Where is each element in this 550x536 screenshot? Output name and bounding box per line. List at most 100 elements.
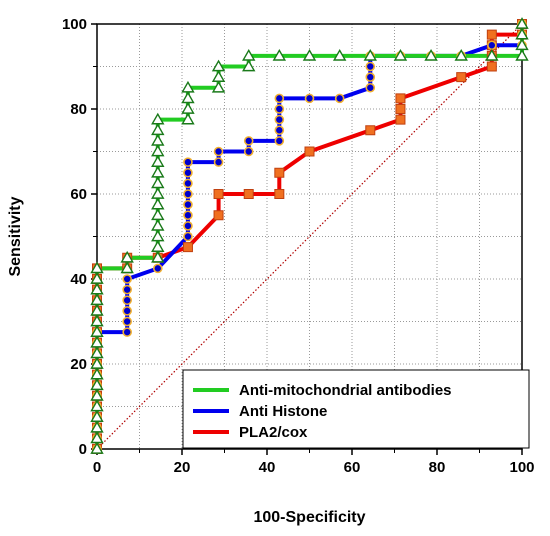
x-tick-label: 20 — [174, 459, 191, 476]
triangle-point — [151, 250, 165, 263]
circle-point — [213, 146, 224, 157]
triangle-point — [151, 165, 165, 178]
triangle-point — [90, 261, 104, 274]
circle-point — [122, 316, 132, 327]
circle-point — [274, 114, 285, 125]
triangle-point — [90, 293, 104, 306]
x-tick-label: 80 — [429, 459, 446, 476]
triangle-point — [90, 272, 104, 284]
circle-point — [243, 146, 254, 157]
triangle-point — [90, 410, 104, 422]
triangle-point — [90, 282, 104, 295]
square-point — [243, 189, 254, 199]
triangle-point — [211, 80, 226, 93]
legend-entry: Anti Histone — [239, 403, 327, 420]
circle-point — [365, 72, 376, 82]
triangle-point — [424, 48, 438, 61]
circle-point — [365, 82, 376, 93]
square-point — [486, 29, 497, 40]
y-tick-label: 60 — [70, 186, 87, 203]
square-point — [486, 61, 497, 72]
marker-group — [90, 17, 529, 454]
triangle-point — [302, 48, 317, 61]
triangle-point — [332, 48, 347, 61]
triangle-point — [90, 399, 104, 412]
triangle-point — [272, 48, 287, 61]
x-tick-label: 60 — [344, 459, 361, 476]
triangle-point — [151, 218, 165, 231]
circle-point — [487, 40, 497, 51]
circle-point — [122, 295, 132, 306]
square-point — [274, 189, 285, 199]
triangle-point — [90, 388, 104, 401]
circle-point — [183, 189, 193, 199]
triangle-point — [363, 48, 377, 61]
circle-point — [152, 263, 163, 274]
triangle-point — [211, 59, 226, 72]
triangle-point — [90, 314, 104, 327]
circle-point — [213, 157, 224, 167]
x-tick-label: 40 — [259, 459, 276, 476]
square-point — [395, 114, 406, 125]
triangle-point — [454, 48, 468, 61]
circle-point — [274, 104, 285, 114]
triangle-point — [242, 48, 256, 61]
triangle-point — [515, 38, 529, 51]
circle-point — [122, 306, 132, 316]
legend-box — [182, 369, 530, 449]
triangle-point — [242, 59, 256, 72]
circle-point — [274, 125, 285, 136]
square-point — [213, 210, 224, 221]
triangle-point — [181, 112, 195, 125]
legend-entry: PLA2/cox — [239, 424, 308, 441]
y-tick-label: 40 — [70, 271, 87, 288]
triangle-point — [181, 102, 195, 114]
circle-point — [334, 93, 345, 104]
reference-diagonal — [96, 23, 523, 450]
triangle-point — [181, 91, 195, 104]
triangle-point — [515, 17, 529, 29]
triangle-point — [151, 208, 165, 221]
triangle-point — [515, 27, 529, 40]
triangle-point — [151, 144, 165, 157]
circle-point — [122, 284, 132, 295]
triangle-point — [515, 48, 529, 61]
circle-point — [122, 274, 132, 284]
triangle-point — [485, 48, 499, 61]
triangle-point — [151, 229, 165, 242]
triangle-point — [90, 357, 104, 369]
triangle-point — [151, 176, 165, 189]
square-point — [274, 167, 285, 178]
triangle-point — [90, 325, 104, 337]
circle-point — [304, 93, 315, 104]
triangle-point — [90, 346, 104, 359]
square-point — [395, 93, 406, 104]
circle-point — [274, 136, 285, 146]
circle-point — [183, 210, 193, 221]
circle-point — [183, 178, 193, 189]
triangle-point — [120, 261, 134, 274]
triangle-point — [151, 123, 165, 136]
y-tick-label: 20 — [70, 356, 87, 373]
circle-point — [183, 157, 193, 167]
triangle-point — [90, 335, 104, 348]
y-tick-label: 0 — [79, 441, 87, 458]
triangle-point — [151, 240, 165, 252]
square-point — [304, 146, 315, 157]
triangle-point — [151, 187, 165, 199]
x-tick-label: 0 — [93, 459, 101, 476]
triangle-point — [90, 431, 104, 444]
triangle-point — [90, 378, 104, 391]
y-tick-label: 80 — [70, 101, 87, 118]
circle-point — [365, 61, 376, 72]
triangle-point — [151, 133, 165, 146]
triangle-point — [151, 112, 165, 125]
triangle-point — [120, 250, 134, 263]
circle-point — [183, 221, 193, 231]
y-tick-label: 100 — [62, 16, 87, 33]
circle-point — [274, 93, 285, 104]
circle-point — [243, 136, 254, 146]
triangle-point — [211, 70, 226, 82]
